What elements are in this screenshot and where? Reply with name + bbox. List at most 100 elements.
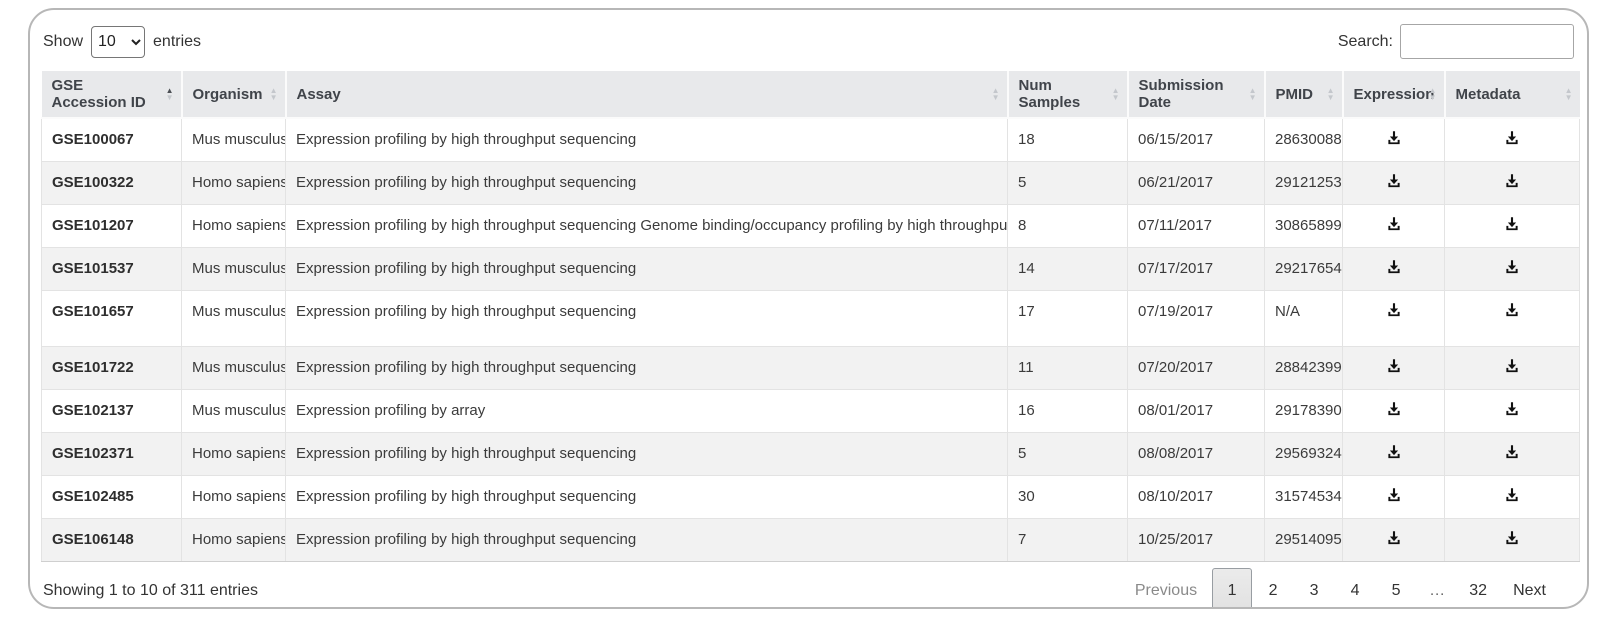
table-row: GSE102371 Homo sapiens Expression profilin…	[41, 432, 1580, 476]
download-icon	[1387, 359, 1400, 373]
metadata-download-button[interactable]	[1497, 256, 1527, 278]
metadata-download-button[interactable]	[1497, 299, 1527, 321]
geo-datasets-table: GSE Accession ID ▲ ▼ Organism ▲ ▼ Assay ▲ ▼…	[41, 71, 1580, 562]
expression-download-button[interactable]	[1379, 527, 1409, 549]
download-icon	[1387, 531, 1400, 545]
assay-cell: Expression profiling by high throughput …	[285, 290, 1008, 347]
expression-download-button[interactable]	[1379, 256, 1409, 278]
submission-date-cell: 08/10/2017	[1127, 475, 1265, 519]
organism-cell: Homo sapiens	[181, 161, 286, 205]
entries-select[interactable]: 10	[91, 25, 146, 58]
submission-date-cell: 07/19/2017	[1127, 290, 1265, 347]
table-controls: Show 10 entries Search:	[41, 22, 1576, 71]
metadata-download-button[interactable]	[1497, 170, 1527, 192]
entries-label: entries	[153, 32, 202, 50]
num-samples-cell: 18	[1007, 117, 1128, 162]
expression-download-cell	[1342, 518, 1445, 562]
num-samples-cell: 16	[1007, 389, 1128, 433]
column-header-submission-date[interactable]: Submission Date ▲ ▼	[1127, 71, 1266, 119]
expression-download-button[interactable]	[1379, 355, 1409, 377]
assay-cell: Expression profiling by high throughput …	[285, 247, 1008, 291]
column-label: Assay	[296, 85, 341, 103]
expression-download-button[interactable]	[1379, 441, 1409, 463]
metadata-download-cell	[1444, 290, 1580, 347]
table-row: GSE101207 Homo sapiens Expression profilin…	[41, 204, 1580, 248]
download-icon	[1506, 217, 1518, 231]
page-button-2[interactable]: 2	[1268, 582, 1278, 599]
expression-download-cell	[1342, 204, 1445, 248]
download-icon	[1387, 402, 1400, 416]
pmid-cell: 29217654	[1264, 247, 1343, 291]
organism-cell: Mus musculus	[181, 346, 286, 390]
page-button-32[interactable]: 32	[1469, 582, 1487, 599]
metadata-download-button[interactable]	[1497, 213, 1527, 235]
show-label: Show	[43, 32, 84, 50]
metadata-download-cell	[1444, 204, 1580, 248]
metadata-download-button[interactable]	[1497, 127, 1527, 149]
gse-accession-cell: GSE102485	[41, 475, 182, 519]
page-button-3[interactable]: 3	[1309, 582, 1319, 599]
submission-date-cell: 07/17/2017	[1127, 247, 1265, 291]
download-icon	[1387, 260, 1400, 274]
metadata-download-button[interactable]	[1497, 484, 1527, 506]
assay-cell: Expression profiling by array	[285, 389, 1008, 433]
expression-download-cell	[1342, 389, 1445, 433]
column-header-organism[interactable]: Organism ▲ ▼	[181, 71, 287, 119]
submission-date-cell: 08/01/2017	[1127, 389, 1265, 433]
metadata-download-cell	[1444, 432, 1580, 476]
gse-accession-cell: GSE101722	[41, 346, 182, 390]
sort-asc-icon: ▲ ▼	[165, 86, 174, 102]
table-row: GSE101657 Mus musculus Expression profilin…	[41, 290, 1580, 347]
expression-download-cell	[1342, 346, 1445, 390]
metadata-download-cell	[1444, 247, 1580, 291]
column-header-expression[interactable]: Expression ▲ ▼	[1342, 71, 1446, 119]
gse-accession-cell: GSE102371	[41, 432, 182, 476]
metadata-download-cell	[1444, 117, 1580, 162]
submission-date-cell: 07/20/2017	[1127, 346, 1265, 390]
assay-cell: Expression profiling by high throughput …	[285, 161, 1008, 205]
previous-page-button[interactable]: Previous	[1134, 582, 1198, 599]
expression-download-button[interactable]	[1379, 299, 1409, 321]
column-label: Metadata	[1455, 85, 1521, 103]
page-button-4[interactable]: 4	[1350, 582, 1360, 599]
search-control: Search:	[1338, 24, 1574, 59]
table-row: GSE106148 Homo sapiens Expression profilin…	[41, 518, 1580, 562]
column-header-metadata[interactable]: Metadata ▲ ▼	[1444, 71, 1580, 119]
next-page-button[interactable]: Next	[1513, 582, 1546, 599]
assay-cell: Expression profiling by high throughput …	[285, 475, 1008, 519]
pagination-ellipsis: …	[1429, 582, 1446, 599]
search-input[interactable]	[1400, 24, 1574, 59]
metadata-download-button[interactable]	[1497, 527, 1527, 549]
download-icon	[1506, 174, 1518, 188]
download-icon	[1506, 445, 1518, 459]
organism-cell: Homo sapiens	[181, 432, 286, 476]
page-button-5[interactable]: 5	[1391, 582, 1401, 599]
submission-date-cell: 06/21/2017	[1127, 161, 1265, 205]
page-button-1[interactable]: 1	[1212, 568, 1253, 607]
metadata-download-button[interactable]	[1497, 441, 1527, 463]
pmid-cell: 28630088	[1264, 117, 1343, 162]
column-label: Expression	[1353, 85, 1435, 103]
download-icon	[1387, 303, 1400, 317]
metadata-download-button[interactable]	[1497, 355, 1527, 377]
expression-download-button[interactable]	[1379, 398, 1409, 420]
expression-download-button[interactable]	[1379, 170, 1409, 192]
organism-cell: Homo sapiens	[181, 204, 286, 248]
column-header-gse-accession-id[interactable]: GSE Accession ID ▲ ▼	[41, 71, 183, 119]
column-label: Num Samples	[1018, 77, 1081, 111]
sort-icon: ▲ ▼	[1326, 86, 1335, 102]
expression-download-cell	[1342, 161, 1445, 205]
entries-info: Showing 1 to 10 of 311 entries	[43, 582, 258, 599]
download-icon	[1506, 303, 1518, 317]
expression-download-button[interactable]	[1379, 127, 1409, 149]
metadata-download-button[interactable]	[1497, 398, 1527, 420]
column-header-pmid[interactable]: PMID ▲ ▼	[1264, 71, 1344, 119]
expression-download-button[interactable]	[1379, 484, 1409, 506]
expression-download-button[interactable]	[1379, 213, 1409, 235]
assay-cell: Expression profiling by high throughput …	[285, 346, 1008, 390]
column-header-assay[interactable]: Assay ▲ ▼	[285, 71, 1009, 119]
download-icon	[1387, 488, 1400, 502]
download-icon	[1387, 174, 1400, 188]
column-header-num-samples[interactable]: Num Samples ▲ ▼	[1007, 71, 1129, 119]
assay-cell: Expression profiling by high throughput …	[285, 432, 1008, 476]
